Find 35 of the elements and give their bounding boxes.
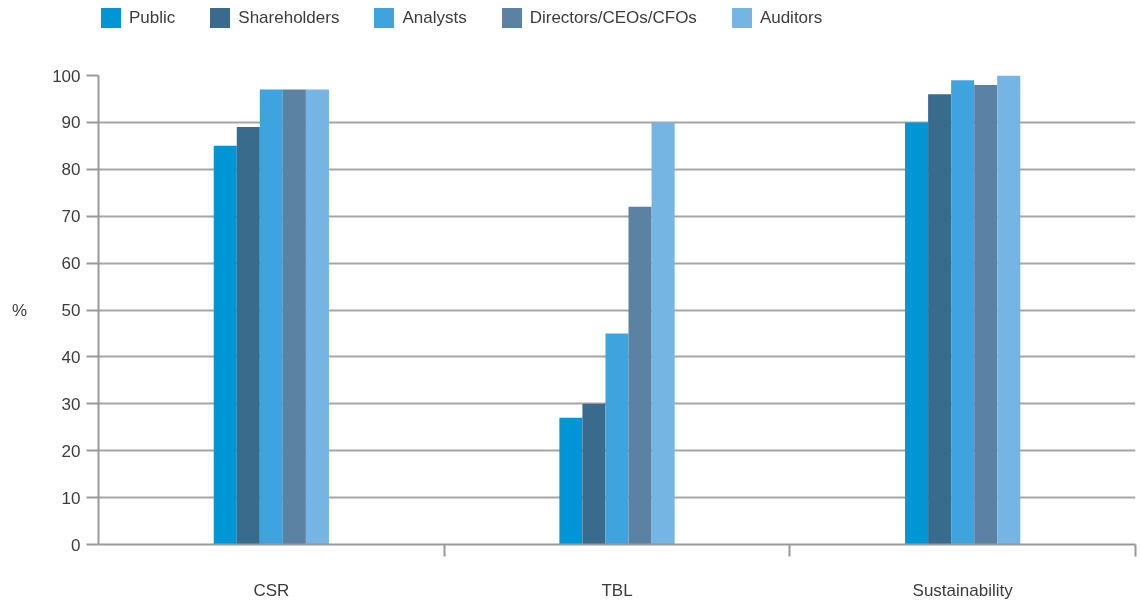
y-tick-label: 100 <box>52 66 81 86</box>
bar <box>259 89 283 545</box>
y-tick-label: 10 <box>61 488 81 508</box>
bar <box>628 206 652 545</box>
y-tick-label: 60 <box>61 254 81 274</box>
legend-label: Shareholders <box>238 7 340 28</box>
bar <box>928 94 952 545</box>
bar <box>974 84 998 545</box>
y-tick-label: 50 <box>61 301 81 320</box>
bar <box>213 145 237 545</box>
x-tick-label: CSR <box>253 580 290 600</box>
y-tick-label: 90 <box>61 113 81 133</box>
y-tick-label: 80 <box>61 160 81 180</box>
bar <box>605 333 629 545</box>
y-tick-label: 30 <box>61 394 81 414</box>
bar <box>582 403 606 545</box>
legend-label: Directors/CEOs/CFOs <box>529 7 697 28</box>
x-tick-label: TBL <box>601 580 633 600</box>
x-tick-label: Sustainability <box>912 580 1014 600</box>
y-axis-title: % <box>12 300 28 320</box>
bar <box>951 80 975 545</box>
bar <box>236 127 260 545</box>
legend-label: Analysts <box>402 7 467 28</box>
legend-label: Public <box>129 7 176 28</box>
legend-label: Auditors <box>759 7 823 28</box>
bar <box>997 75 1021 545</box>
bar <box>559 417 583 545</box>
bar <box>651 122 675 545</box>
bar <box>905 122 929 545</box>
y-tick-label: 0 <box>71 535 81 555</box>
y-tick-label: 20 <box>61 441 81 461</box>
y-tick-label: 40 <box>61 347 81 367</box>
y-tick-label: 70 <box>61 207 81 227</box>
bar <box>282 89 306 545</box>
bar <box>305 89 329 545</box>
